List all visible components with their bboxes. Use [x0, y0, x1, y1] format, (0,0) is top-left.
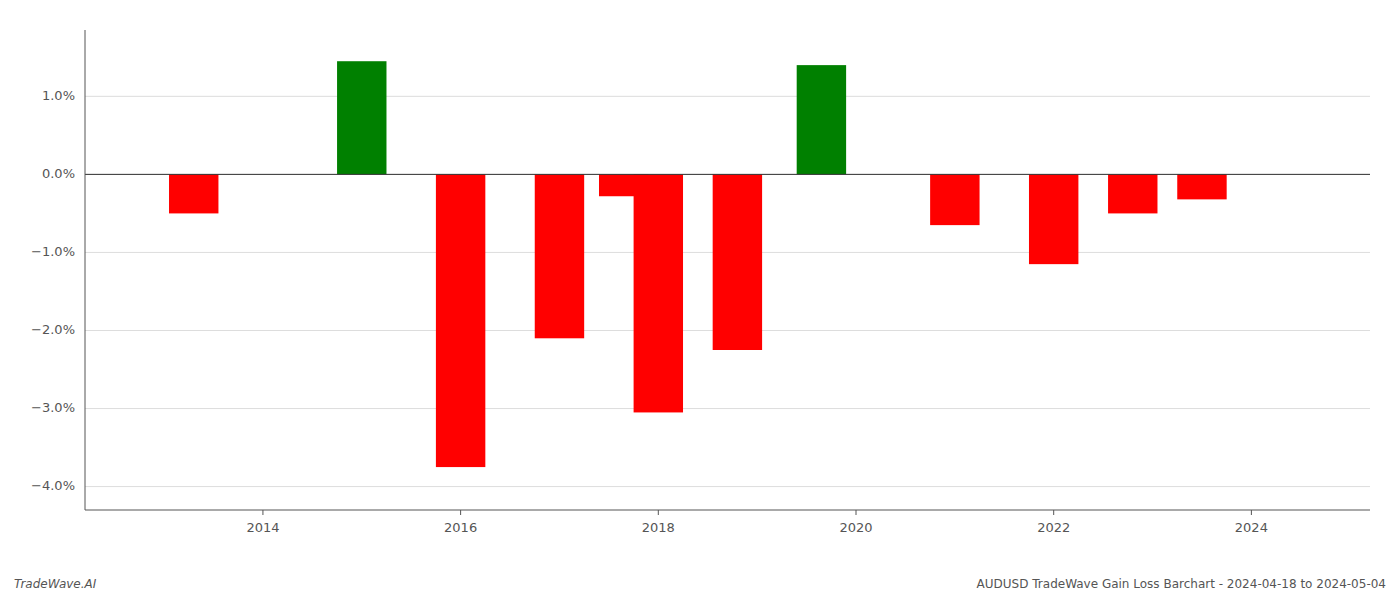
y-tick-label: 1.0% — [42, 88, 75, 103]
bar — [713, 174, 762, 350]
y-tick-label: −3.0% — [31, 400, 75, 415]
x-axis-line — [85, 510, 1370, 511]
grid — [85, 96, 1370, 486]
grid-line — [85, 408, 1370, 409]
x-tick-label: 2016 — [444, 520, 477, 535]
x-tick — [460, 510, 461, 515]
x-tick-label: 2014 — [246, 520, 279, 535]
bar — [535, 174, 584, 338]
y-tick-label: −2.0% — [31, 322, 75, 337]
x-tick-label: 2018 — [642, 520, 675, 535]
bar — [436, 174, 485, 467]
zero-line — [85, 174, 1370, 175]
y-tick-label: 0.0% — [42, 166, 75, 181]
x-tick — [262, 510, 263, 515]
bar — [1108, 174, 1157, 213]
x-tick — [658, 510, 659, 515]
footer-left: TradeWave.AI — [14, 577, 97, 591]
bar — [337, 61, 386, 174]
bar — [1177, 174, 1226, 199]
y-tick-label: −4.0% — [31, 478, 75, 493]
bar — [169, 174, 218, 213]
x-tick-label: 2024 — [1235, 520, 1268, 535]
bar — [1029, 174, 1078, 264]
grid-line — [85, 96, 1370, 97]
y-tick-label: −1.0% — [31, 244, 75, 259]
bars — [169, 61, 1227, 467]
grid-line — [85, 486, 1370, 487]
grid-line — [85, 174, 1370, 175]
y-axis-line — [85, 30, 86, 510]
bar — [930, 174, 979, 225]
bar — [797, 65, 846, 174]
bar — [634, 174, 683, 412]
x-tick — [1251, 510, 1252, 515]
footer-right: AUDUSD TradeWave Gain Loss Barchart - 20… — [977, 577, 1386, 591]
chart: −4.0% −3.0% −2.0% −1.0% 0.0% 1.0% 2014 2016 2018… — [0, 0, 1400, 600]
x-tick-label: 2020 — [839, 520, 872, 535]
x-tick-label: 2022 — [1037, 520, 1070, 535]
x-tick — [1053, 510, 1054, 515]
x-tick — [856, 510, 857, 515]
